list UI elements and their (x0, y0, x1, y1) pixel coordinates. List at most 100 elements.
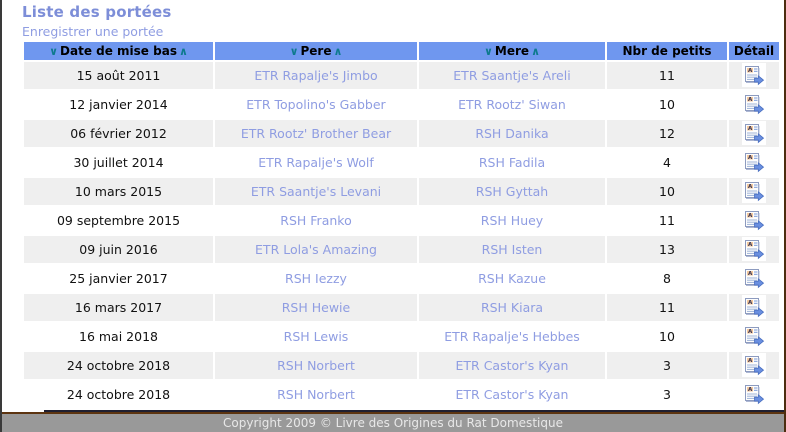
pere-link[interactable]: ETR Saantje's Levani (250, 184, 382, 199)
mere-cell: RSH Huey (419, 207, 605, 234)
table-row: 09 juin 2016 ETR Lola's Amazing RSH Iste… (24, 236, 779, 263)
nbr-petits-cell: 8 (607, 265, 727, 292)
svg-text:A: A (748, 184, 753, 190)
pere-cell: ETR Topolino's Gabber (215, 91, 417, 118)
column-header-detail: Détail (729, 42, 779, 60)
detail-cell: A (729, 62, 779, 89)
pere-link[interactable]: RSH Lewis (283, 329, 349, 344)
pere-cell: ETR Lola's Amazing (215, 236, 417, 263)
detail-document-arrow-icon[interactable]: A (742, 62, 766, 87)
detail-document-arrow-icon[interactable]: A (742, 352, 766, 377)
nbr-petits-cell: 10 (607, 91, 727, 118)
pere-link[interactable]: RSH Franko (280, 213, 352, 228)
svg-text:A: A (748, 242, 753, 248)
column-header-mere[interactable]: ∨ Mere ∧ (419, 42, 605, 60)
pere-cell: RSH Norbert (215, 381, 417, 408)
nbr-petits-cell: 11 (607, 294, 727, 321)
detail-document-arrow-icon[interactable]: A (742, 207, 766, 232)
svg-text:A: A (748, 387, 753, 393)
detail-document-arrow-icon[interactable]: A (742, 381, 766, 406)
table-row: 16 mai 2018 RSH Lewis ETR Rapalje's Hebb… (24, 323, 779, 350)
content-area: Liste des portées Enregistrer une portée… (2, 0, 784, 412)
svg-text:A: A (748, 358, 753, 364)
detail-document-arrow-icon[interactable]: A (742, 178, 766, 203)
mere-cell: ETR Rapalje's Hebbes (419, 323, 605, 350)
detail-document-arrow-icon[interactable]: A (742, 236, 766, 261)
mere-link[interactable]: ETR Castor's Kyan (455, 387, 569, 402)
mere-link[interactable]: RSH Fadila (478, 155, 546, 170)
pere-link[interactable]: ETR Rapalje's Jimbo (254, 68, 378, 83)
mere-link[interactable]: ETR Castor's Kyan (455, 358, 569, 373)
mere-link[interactable]: RSH Isten (481, 242, 543, 257)
detail-document-arrow-icon[interactable]: A (742, 294, 766, 319)
mere-link[interactable]: RSH Kazue (478, 271, 546, 286)
sort-desc-icon[interactable]: ∨ (49, 45, 59, 58)
mere-link[interactable]: RSH Kiara (480, 300, 544, 315)
pere-cell: RSH Norbert (215, 352, 417, 379)
mere-link[interactable]: RSH Danika (475, 126, 549, 141)
pere-cell: ETR Saantje's Levani (215, 178, 417, 205)
column-label[interactable]: Mere (494, 44, 530, 58)
page-title: Liste des portées (22, 3, 172, 21)
litter-date-cell: 15 août 2011 (24, 62, 213, 89)
detail-cell: A (729, 265, 779, 292)
mere-link[interactable]: ETR Saantje's Areli (453, 68, 571, 83)
mere-link[interactable]: RSH Gyttah (475, 184, 549, 199)
column-label[interactable]: Date de mise bas (60, 44, 177, 58)
detail-document-arrow-icon[interactable]: A (742, 120, 766, 145)
pere-link[interactable]: RSH Hewie (281, 300, 351, 315)
column-label: Nbr de petits (622, 44, 712, 58)
pere-link[interactable]: RSH Iezzy (285, 271, 347, 286)
column-label[interactable]: Pere (300, 44, 332, 58)
sort-asc-icon[interactable]: ∧ (333, 45, 343, 58)
svg-text:A: A (748, 329, 753, 335)
sort-asc-icon[interactable]: ∧ (531, 45, 540, 58)
register-litter-link[interactable]: Enregistrer une portée (22, 24, 164, 39)
mere-link[interactable]: RSH Huey (480, 213, 544, 228)
column-header-pere[interactable]: ∨ Pere ∧ (215, 42, 417, 60)
pere-link[interactable]: ETR Rootz' Brother Bear (240, 126, 392, 141)
pere-cell: RSH Lewis (215, 323, 417, 350)
svg-text:A: A (748, 300, 753, 306)
pere-link[interactable]: RSH Norbert (277, 387, 355, 402)
detail-cell: A (729, 91, 779, 118)
detail-document-arrow-icon[interactable]: A (742, 265, 766, 290)
litter-date-cell: 16 mai 2018 (24, 323, 213, 350)
detail-document-arrow-icon[interactable]: A (742, 91, 766, 116)
litter-date-cell: 06 février 2012 (24, 120, 213, 147)
column-header-date[interactable]: ∨ Date de mise bas ∧ (24, 42, 213, 60)
litter-date-cell: 12 janvier 2014 (24, 91, 213, 118)
sort-asc-icon[interactable]: ∧ (178, 45, 188, 58)
nbr-petits-cell: 11 (607, 62, 727, 89)
nbr-petits-cell: 13 (607, 236, 727, 263)
mere-link[interactable]: ETR Rootz' Siwan (458, 97, 566, 112)
detail-document-arrow-icon[interactable]: A (742, 323, 766, 348)
table-row: 12 janvier 2014 ETR Topolino's Gabber ET… (24, 91, 779, 118)
sort-desc-icon[interactable]: ∨ (289, 45, 299, 58)
detail-document-arrow-icon[interactable]: A (742, 149, 766, 174)
detail-cell: A (729, 294, 779, 321)
litter-date-cell: 09 septembre 2015 (24, 207, 213, 234)
mere-cell: ETR Castor's Kyan (419, 381, 605, 408)
column-label: Détail (733, 44, 775, 58)
mere-cell: RSH Kazue (419, 265, 605, 292)
svg-text:A: A (748, 271, 753, 277)
nbr-petits-cell: 11 (607, 207, 727, 234)
litter-date-cell: 24 octobre 2018 (24, 381, 213, 408)
pere-link[interactable]: ETR Rapalje's Wolf (258, 155, 374, 170)
pere-link[interactable]: RSH Norbert (277, 358, 355, 373)
mere-link[interactable]: ETR Rapalje's Hebbes (444, 329, 580, 344)
sort-desc-icon[interactable]: ∨ (483, 45, 493, 58)
table-body: 15 août 2011 ETR Rapalje's Jimbo ETR Saa… (24, 62, 779, 408)
pere-cell: ETR Rapalje's Wolf (215, 149, 417, 176)
mere-cell: ETR Rootz' Siwan (419, 91, 605, 118)
detail-cell: A (729, 352, 779, 379)
litter-date-cell: 30 juillet 2014 (24, 149, 213, 176)
detail-cell: A (729, 178, 779, 205)
table-row: 25 janvier 2017 RSH Iezzy RSH Kazue 8 A (24, 265, 779, 292)
nbr-petits-cell: 3 (607, 381, 727, 408)
pere-link[interactable]: ETR Topolino's Gabber (246, 97, 386, 112)
table-row: 15 août 2011 ETR Rapalje's Jimbo ETR Saa… (24, 62, 779, 89)
pere-link[interactable]: ETR Lola's Amazing (255, 242, 377, 257)
